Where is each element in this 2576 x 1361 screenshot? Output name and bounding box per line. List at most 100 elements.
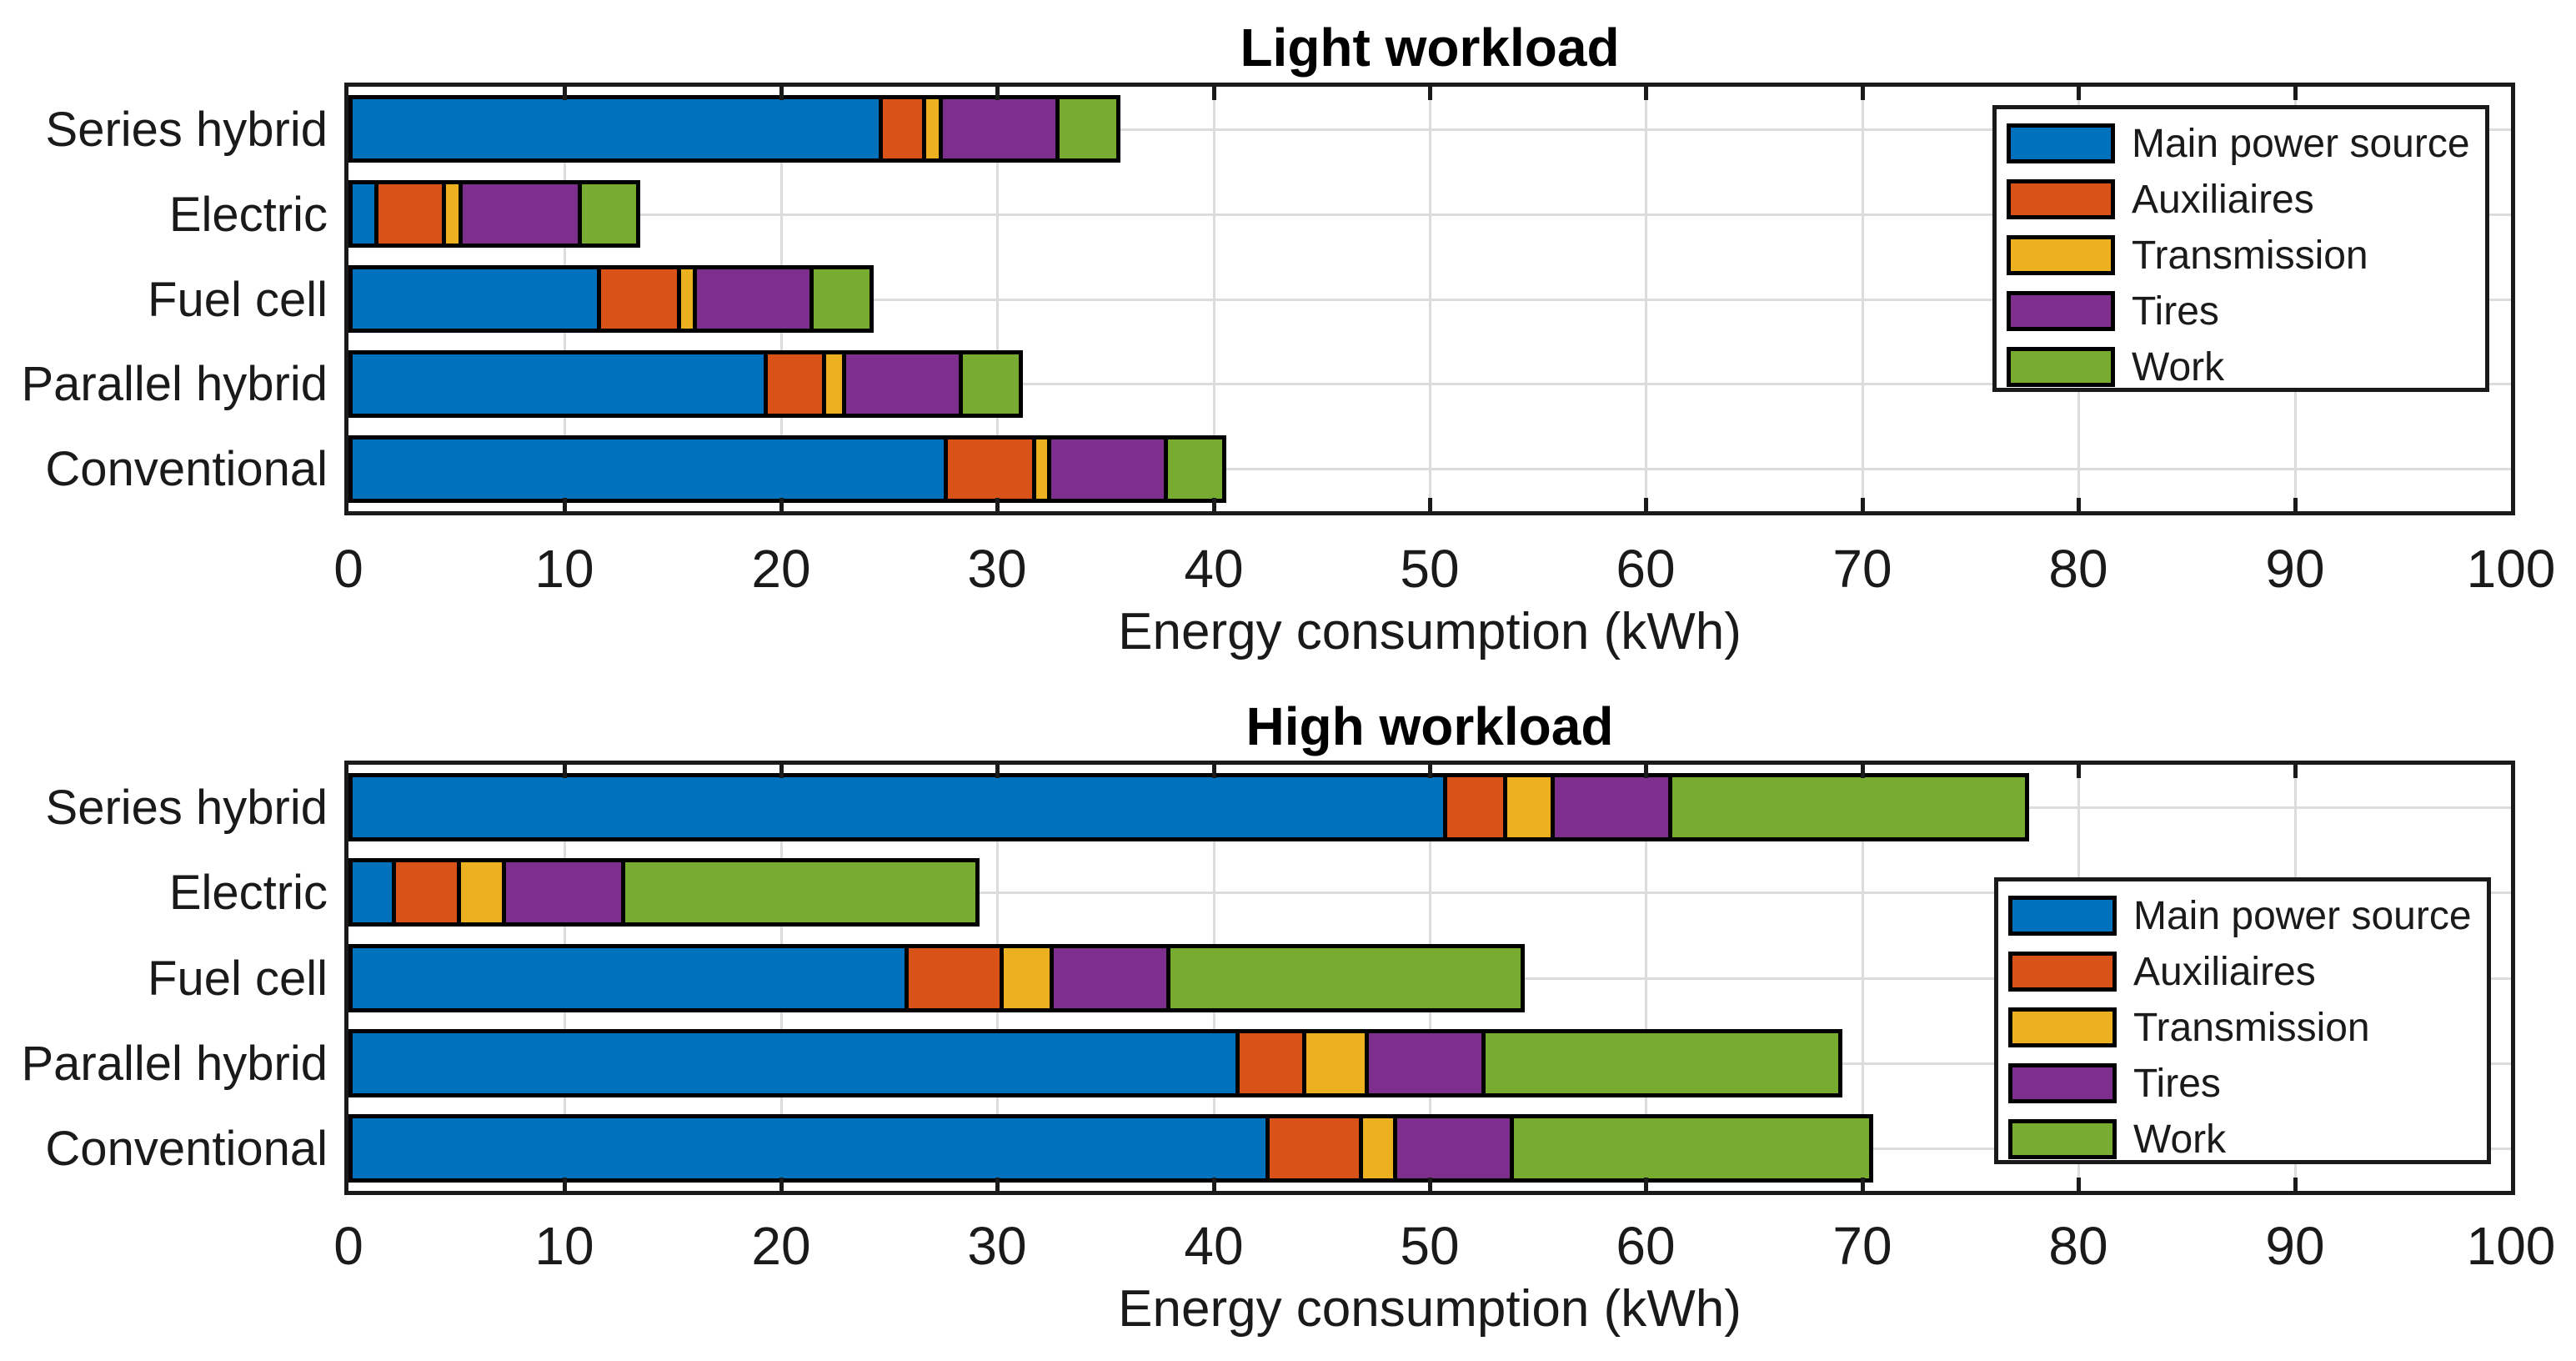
x-tick-mark bbox=[1212, 1178, 1216, 1191]
x-tick-label: 50 bbox=[1400, 1216, 1460, 1276]
gridline-y bbox=[348, 299, 2511, 301]
x-tick-label: 60 bbox=[1616, 1216, 1676, 1276]
category-label: Parallel hybrid bbox=[21, 1036, 328, 1091]
bar-segment bbox=[809, 265, 874, 333]
gridline-y bbox=[348, 128, 2511, 131]
x-tick-mark bbox=[2293, 765, 2298, 778]
bar-segment bbox=[597, 265, 681, 333]
x-tick-mark bbox=[563, 1178, 567, 1191]
bar-segment bbox=[1164, 435, 1226, 503]
x-tick-mark bbox=[779, 87, 784, 100]
gridline-y bbox=[348, 468, 2511, 470]
legend: Main power source Auxiliaires Transmission… bbox=[1992, 105, 2489, 392]
category-label: Series hybrid bbox=[45, 102, 328, 157]
gridline-y bbox=[348, 383, 2511, 385]
x-tick-label: 50 bbox=[1400, 539, 1460, 599]
bar-segment bbox=[348, 265, 601, 333]
legend-entry: Transmission bbox=[1997, 232, 2485, 279]
bar-segment bbox=[348, 435, 948, 503]
legend-swatch-icon bbox=[2008, 952, 2117, 992]
legend-entry: Main power source bbox=[1998, 892, 2487, 939]
x-tick-mark bbox=[1428, 498, 1432, 511]
bar-segment bbox=[1443, 773, 1507, 841]
bar-segment bbox=[348, 858, 396, 927]
x-axis-label: Energy consumption (kWh) bbox=[1118, 603, 1742, 660]
x-tick-label: 90 bbox=[2265, 1216, 2325, 1276]
bar-segment bbox=[842, 350, 963, 418]
legend-swatch-icon bbox=[2007, 291, 2115, 331]
bar-segment bbox=[1055, 95, 1120, 163]
x-tick-mark bbox=[563, 498, 567, 511]
legend-swatch-icon bbox=[2008, 1063, 2117, 1103]
x-tick-mark bbox=[1212, 87, 1216, 100]
bar-segment bbox=[1000, 944, 1054, 1012]
gridline-y bbox=[348, 213, 2511, 216]
bar-segment bbox=[348, 95, 883, 163]
x-tick-label: 90 bbox=[2265, 539, 2325, 599]
x-tick-mark bbox=[2293, 498, 2298, 511]
bar-segment bbox=[959, 350, 1023, 418]
legend-swatch-icon bbox=[2007, 347, 2115, 387]
bar-segment bbox=[1047, 435, 1168, 503]
x-tick-label: 70 bbox=[1832, 1216, 1892, 1276]
bar-segment bbox=[348, 944, 909, 1012]
bar-segment bbox=[348, 350, 768, 418]
bar-segment bbox=[578, 180, 640, 248]
legend-label: Auxiliaires bbox=[2132, 177, 2314, 222]
x-tick-label: 30 bbox=[967, 539, 1027, 599]
x-tick-mark bbox=[779, 498, 784, 511]
legend-swatch-icon bbox=[2008, 1007, 2117, 1047]
bar-segment bbox=[693, 265, 814, 333]
legend-label: Tires bbox=[2132, 289, 2219, 334]
bar-segment bbox=[1365, 1029, 1486, 1097]
x-tick-label: 20 bbox=[751, 539, 811, 599]
legend-entry: Main power source bbox=[1997, 120, 2485, 167]
bar-segment bbox=[764, 350, 826, 418]
category-label: Electric bbox=[168, 865, 328, 920]
x-tick-mark bbox=[2293, 87, 2298, 100]
legend-entry: Auxiliaires bbox=[1997, 176, 2485, 223]
bar-segment bbox=[1510, 1114, 1873, 1183]
x-tick-mark bbox=[1861, 1178, 1865, 1191]
bar-segment bbox=[1551, 773, 1672, 841]
x-tick-mark bbox=[995, 765, 1000, 778]
legend-swatch-icon bbox=[2007, 123, 2115, 163]
x-tick-mark bbox=[1644, 498, 1648, 511]
x-tick-mark bbox=[1644, 87, 1648, 100]
bar-segment bbox=[348, 1029, 1240, 1097]
legend-entry: Work bbox=[1997, 344, 2485, 390]
x-tick-mark bbox=[2077, 87, 2081, 100]
category-label: Conventional bbox=[45, 441, 328, 496]
legend-label: Main power source bbox=[2133, 893, 2472, 938]
legend-label: Tires bbox=[2133, 1061, 2221, 1106]
legend-swatch-icon bbox=[2008, 896, 2117, 936]
x-tick-label: 80 bbox=[2048, 539, 2108, 599]
x-tick-mark bbox=[2077, 498, 2081, 511]
bar-segment bbox=[374, 180, 446, 248]
x-tick-mark bbox=[2077, 765, 2081, 778]
category-label: Series hybrid bbox=[45, 780, 328, 835]
bar-segment bbox=[348, 1114, 1270, 1183]
legend-label: Work bbox=[2133, 1117, 2227, 1162]
x-tick-mark bbox=[1212, 498, 1216, 511]
x-tick-label: 10 bbox=[534, 1216, 594, 1276]
x-tick-label: 80 bbox=[2048, 1216, 2108, 1276]
bar-segment bbox=[348, 773, 1447, 841]
x-tick-mark bbox=[563, 87, 567, 100]
bar-segment bbox=[392, 858, 461, 927]
bar-segment bbox=[459, 180, 582, 248]
category-label: Conventional bbox=[45, 1121, 328, 1176]
legend-entry: Tires bbox=[1998, 1060, 2487, 1107]
x-tick-mark bbox=[1428, 1178, 1432, 1191]
legend-label: Transmission bbox=[2133, 1005, 2370, 1050]
bar-segment bbox=[905, 944, 1004, 1012]
bar-segment bbox=[1668, 773, 2029, 841]
x-tick-mark bbox=[779, 1178, 784, 1191]
bar-segment bbox=[1166, 944, 1525, 1012]
x-tick-mark bbox=[1861, 498, 1865, 511]
x-tick-label: 30 bbox=[967, 1216, 1027, 1276]
chart-title: Light workload bbox=[1240, 18, 1620, 78]
category-label: Parallel hybrid bbox=[21, 356, 328, 411]
x-tick-mark bbox=[995, 87, 1000, 100]
